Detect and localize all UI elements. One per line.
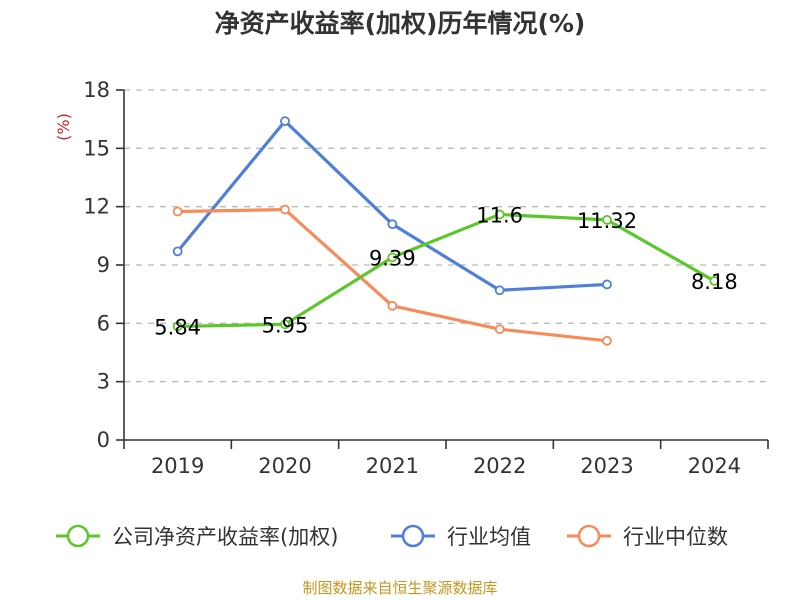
- data-point: [387, 252, 398, 263]
- data-point: [172, 246, 183, 257]
- legend-label: 公司净资产收益率(加权): [112, 525, 338, 549]
- data-label: 9.39: [369, 246, 416, 270]
- y-tick-label: 6: [97, 311, 110, 335]
- axes: [116, 89, 769, 449]
- y-axis-label: (%): [54, 113, 73, 141]
- legend[interactable]: 公司净资产收益率(加权) 行业均值 行业中位数: [56, 524, 728, 549]
- data-label: 8.18: [691, 270, 738, 294]
- x-tick-label: 2020: [258, 454, 311, 478]
- data-point: [280, 204, 290, 215]
- source-note: 制图数据来自恒生聚源数据库: [302, 579, 497, 597]
- y-tick-label: 9: [97, 253, 110, 277]
- data-label: 11.32: [577, 209, 637, 233]
- x-tick-label: 2019: [151, 454, 204, 478]
- chart-title: 净资产收益率(加权)历年情况(%): [215, 9, 586, 38]
- data-point: [387, 300, 398, 311]
- data-point: [602, 279, 612, 290]
- data-point: [494, 209, 505, 220]
- y-tick-label: 12: [83, 195, 110, 219]
- data-label: 5.95: [262, 313, 309, 337]
- data-point: [172, 321, 183, 332]
- x-tick-label: 2022: [473, 454, 526, 478]
- y-tick-label: 18: [83, 78, 110, 102]
- data-point: [602, 335, 612, 346]
- series-line-0: [177, 212, 716, 329]
- y-tick-labels: 0 3 6 9 12 15 18: [83, 78, 110, 452]
- legend-item-2[interactable]: 行业中位数: [567, 524, 728, 549]
- data-point: [280, 319, 290, 330]
- data-point: [494, 324, 505, 335]
- y-tick-label: 0: [97, 428, 110, 452]
- x-tick-labels: 2019 2020 2021 2022 2023 2024: [151, 454, 741, 478]
- data-label: 5.84: [154, 315, 201, 339]
- legend-item-0[interactable]: 公司净资产收益率(加权): [56, 524, 338, 549]
- data-label: 11.6: [476, 203, 523, 227]
- y-tick-label: 3: [97, 370, 110, 394]
- series-line-2: [177, 207, 608, 343]
- series-lines: [172, 116, 720, 346]
- legend-label: 行业均值: [447, 525, 531, 549]
- legend-label: 行业中位数: [623, 525, 728, 549]
- data-point: [494, 285, 505, 296]
- data-point: [172, 206, 183, 217]
- y-tick-label: 15: [83, 136, 110, 160]
- x-tick-label: 2024: [688, 454, 741, 478]
- legend-item-1[interactable]: 行业均值: [391, 524, 531, 549]
- legend-marker: [401, 524, 425, 548]
- legend-marker: [577, 524, 601, 548]
- x-tick-label: 2023: [580, 454, 633, 478]
- data-labels: 5.84 5.95 9.39 11.6 11.32 8.18: [154, 203, 737, 339]
- data-point: [602, 214, 612, 225]
- x-tick-label: 2021: [366, 454, 419, 478]
- data-point: [709, 276, 720, 286]
- legend-marker: [66, 524, 90, 548]
- data-point: [387, 219, 398, 230]
- data-point: [280, 116, 290, 127]
